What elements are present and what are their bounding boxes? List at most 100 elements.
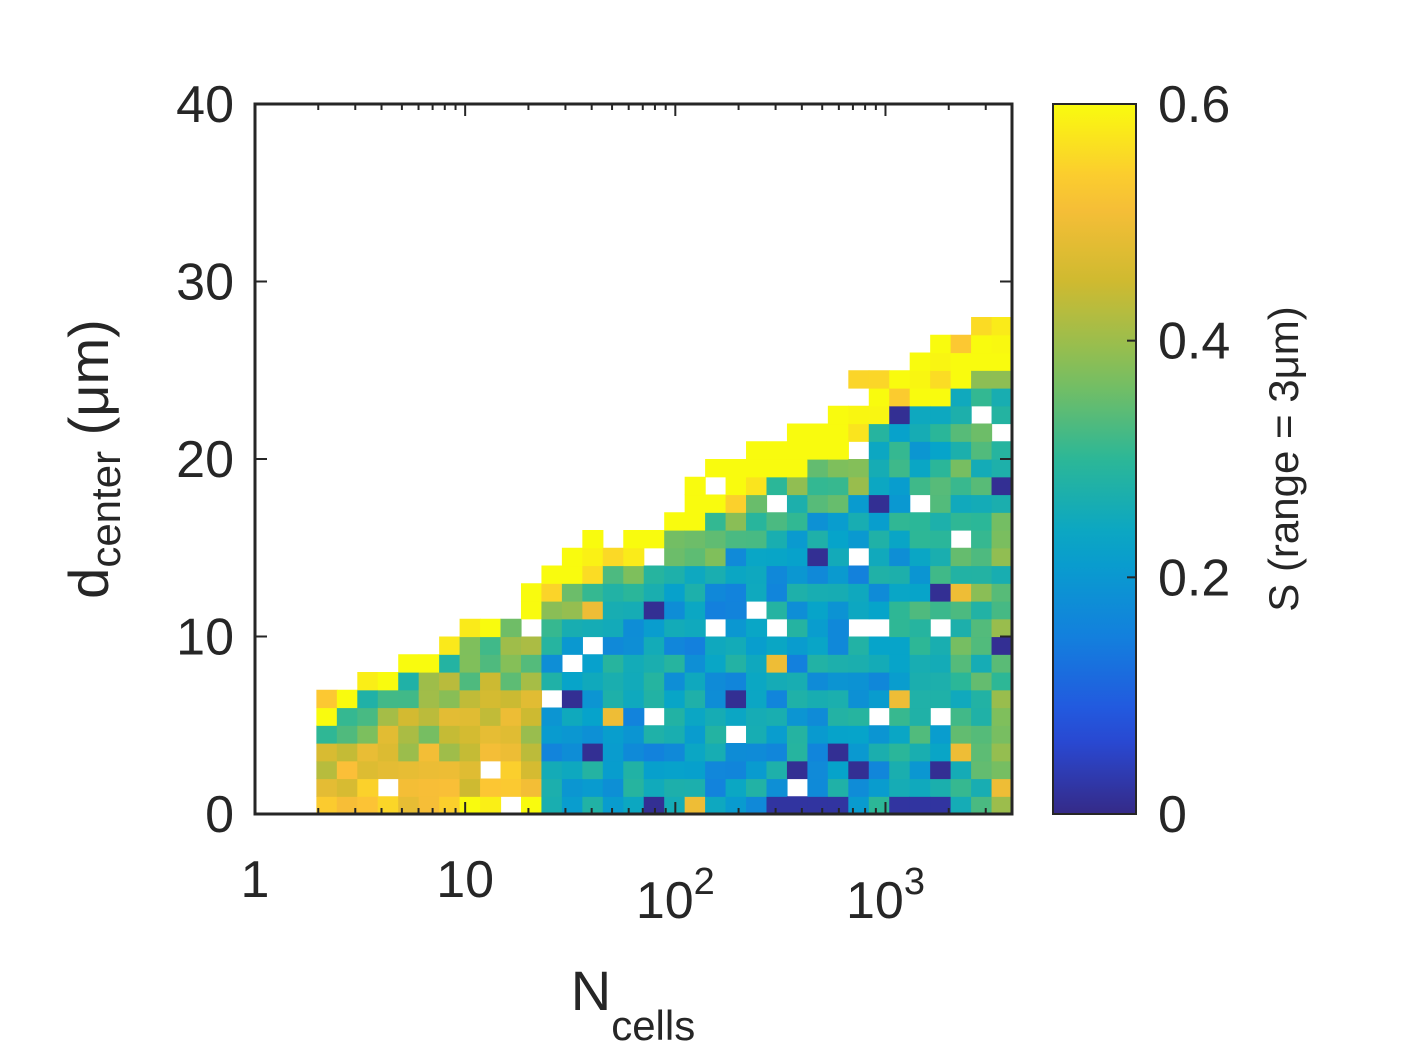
heatmap-cell: [398, 654, 420, 673]
heatmap-cell: [766, 796, 788, 815]
heatmap-cell: [705, 725, 727, 744]
heatmap-cell: [909, 405, 931, 425]
heatmap-cell: [827, 476, 849, 496]
x-tick-label: 102: [636, 861, 715, 930]
heatmap-cell: [868, 441, 890, 460]
heatmap-cell: [480, 778, 502, 797]
heatmap-cell: [439, 760, 461, 780]
heatmap-cell: [561, 618, 583, 638]
heatmap-cell: [950, 654, 972, 673]
heatmap-cell: [746, 796, 768, 815]
heatmap-cell: [889, 530, 911, 549]
heatmap-cell: [848, 565, 870, 584]
heatmap-cell: [500, 725, 522, 744]
heatmap-cell: [848, 636, 870, 655]
heatmap-cell: [786, 618, 809, 638]
heatmap-cell: [746, 743, 768, 762]
heatmap-cell: [971, 317, 993, 336]
heatmap-cell: [664, 565, 686, 584]
heatmap-cell: [971, 618, 993, 638]
heatmap-cell: [909, 423, 931, 442]
heatmap-cell: [807, 796, 829, 815]
heatmap-cell: [950, 778, 972, 797]
heatmap-cell: [582, 707, 604, 726]
heatmap-cell: [418, 707, 440, 726]
heatmap-cell: [746, 459, 768, 478]
heatmap-cell: [950, 476, 972, 496]
heatmap-cell: [950, 547, 972, 567]
heatmap-cell: [950, 618, 972, 638]
heatmap-cell: [357, 778, 379, 797]
heatmap-cell: [480, 743, 502, 762]
heatmap-cell: [623, 547, 645, 567]
heatmap-cell: [868, 654, 890, 673]
heatmap-cell: [971, 654, 993, 673]
heatmap-cell: [991, 459, 1013, 478]
heatmap-cell: [643, 636, 665, 655]
heatmap-cell: [827, 760, 849, 780]
heatmap-cell: [807, 672, 829, 691]
heatmap-cell: [705, 601, 727, 620]
heatmap-cell: [848, 459, 870, 478]
heatmap-cell: [930, 636, 952, 655]
heatmap-cell: [889, 565, 911, 584]
heatmap-cell: [909, 370, 931, 389]
heatmap-cell: [827, 459, 849, 478]
heatmap-cell: [602, 672, 624, 691]
heatmap-cell: [766, 601, 788, 620]
heatmap-cell: [889, 778, 911, 797]
heatmap-cell: [786, 494, 809, 513]
heatmap-cell: [500, 636, 522, 655]
heatmap-cell: [868, 565, 890, 584]
heatmap-cell: [930, 654, 952, 673]
heatmap-cell: [541, 618, 563, 638]
heatmap-cell: [561, 707, 583, 726]
heatmap-cell: [807, 725, 829, 744]
heatmap-cell: [561, 583, 583, 602]
heatmap-cell: [889, 654, 911, 673]
x-axis-label-base: N: [571, 959, 611, 1022]
heatmap-cell: [930, 388, 952, 407]
heatmap-cell: [766, 547, 788, 567]
heatmap-cell: [889, 370, 911, 389]
heatmap-cell: [909, 388, 931, 407]
colorbar-label: S (range = 3μm): [1260, 306, 1307, 611]
heatmap-cell: [889, 388, 911, 407]
heatmap-cell: [766, 654, 788, 673]
heatmap-cell: [889, 618, 911, 638]
heatmap-cell: [786, 725, 809, 744]
heatmap-cell: [623, 796, 645, 815]
heatmap-cell: [541, 707, 563, 726]
heatmap-cell: [909, 618, 931, 638]
heatmap-cell: [602, 707, 624, 726]
heatmap-cell: [786, 476, 809, 496]
colorbar-tick-label: 0.6: [1158, 76, 1230, 134]
heatmap-cell: [684, 476, 706, 496]
heatmap-cell: [930, 547, 952, 567]
heatmap-cell: [459, 654, 481, 673]
y-tick-label: 0: [205, 786, 234, 844]
heatmap-cell: [971, 423, 993, 442]
heatmap-cell: [868, 689, 890, 709]
heatmap-cell: [623, 689, 645, 709]
heatmap-cell: [602, 796, 624, 815]
heatmap-cell: [439, 654, 461, 673]
heatmap-cell: [950, 370, 972, 389]
heatmap-cell: [889, 423, 911, 442]
heatmap-cell: [480, 672, 502, 691]
heatmap-cell: [643, 796, 665, 815]
heatmap-cell: [398, 743, 420, 762]
heatmap-cell: [786, 672, 809, 691]
heatmap-cell: [909, 476, 931, 496]
heatmap-cell: [623, 778, 645, 797]
heatmap-cell: [746, 636, 768, 655]
heatmap-cell: [561, 689, 583, 709]
heatmap-cell: [746, 778, 768, 797]
heatmap-cell: [889, 760, 911, 780]
heatmap-cell: [582, 796, 604, 815]
heatmap-cell: [950, 494, 972, 513]
heatmap-cell: [889, 601, 911, 620]
heatmap-cell: [664, 743, 686, 762]
heatmap-cell: [684, 760, 706, 780]
heatmap-cell: [684, 618, 706, 638]
